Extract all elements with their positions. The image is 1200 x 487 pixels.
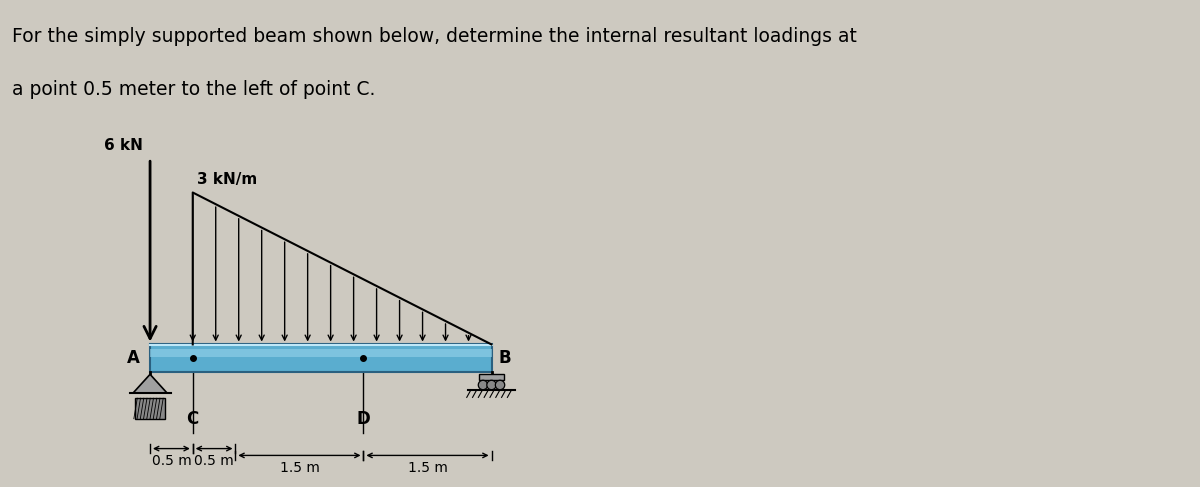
Bar bbox=[150, 344, 492, 372]
Text: 6 kN: 6 kN bbox=[104, 138, 143, 153]
Bar bbox=[150, 349, 492, 357]
Bar bbox=[479, 375, 504, 380]
Text: D: D bbox=[356, 410, 371, 428]
Text: 0.5 m: 0.5 m bbox=[194, 454, 234, 468]
Text: B: B bbox=[498, 349, 511, 367]
Text: 1.5 m: 1.5 m bbox=[280, 461, 319, 474]
Circle shape bbox=[479, 380, 487, 390]
Text: 1.5 m: 1.5 m bbox=[408, 461, 448, 474]
Text: a point 0.5 meter to the left of point C.: a point 0.5 meter to the left of point C… bbox=[12, 80, 376, 99]
Text: A: A bbox=[127, 349, 140, 367]
Polygon shape bbox=[133, 375, 167, 393]
Circle shape bbox=[487, 380, 497, 390]
Text: C: C bbox=[187, 410, 199, 428]
Bar bbox=[134, 398, 166, 419]
Text: For the simply supported beam shown below, determine the internal resultant load: For the simply supported beam shown belo… bbox=[12, 27, 857, 46]
Text: 0.5 m: 0.5 m bbox=[151, 454, 191, 468]
Text: 3 kN/m: 3 kN/m bbox=[197, 172, 257, 187]
Circle shape bbox=[496, 380, 505, 390]
